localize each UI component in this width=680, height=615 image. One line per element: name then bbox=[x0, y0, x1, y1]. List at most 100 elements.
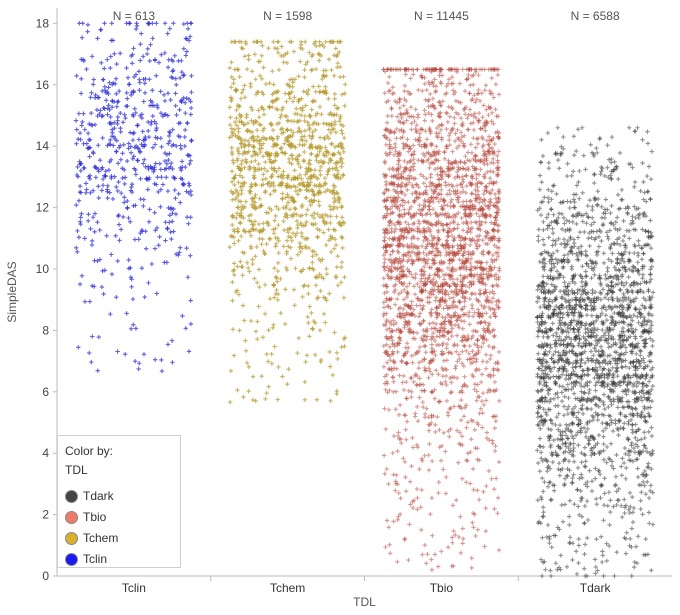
data-point bbox=[337, 220, 343, 225]
data-point bbox=[108, 65, 113, 71]
data-point bbox=[110, 98, 115, 103]
data-point bbox=[566, 395, 571, 401]
data-point bbox=[484, 337, 489, 343]
data-point bbox=[308, 173, 314, 179]
data-point bbox=[304, 212, 309, 217]
data-point bbox=[338, 280, 344, 285]
data-point bbox=[384, 126, 389, 131]
data-point bbox=[333, 46, 338, 51]
data-point bbox=[188, 192, 194, 198]
data-point bbox=[335, 143, 341, 149]
data-point bbox=[252, 206, 258, 211]
data-point bbox=[415, 445, 420, 450]
data-point bbox=[334, 190, 339, 195]
data-point bbox=[479, 372, 485, 377]
data-point bbox=[332, 103, 337, 108]
data-point bbox=[471, 328, 476, 334]
data-point bbox=[111, 143, 116, 148]
data-point bbox=[94, 107, 100, 112]
data-point bbox=[439, 287, 445, 292]
data-point bbox=[105, 112, 110, 117]
data-point bbox=[424, 252, 429, 258]
data-point bbox=[310, 260, 315, 265]
data-point bbox=[289, 141, 294, 146]
data-point bbox=[123, 115, 128, 121]
data-point bbox=[150, 36, 155, 41]
data-point bbox=[183, 36, 189, 41]
data-point bbox=[300, 294, 305, 300]
data-point bbox=[146, 21, 151, 27]
data-point bbox=[257, 114, 262, 120]
data-point bbox=[158, 111, 164, 116]
data-point bbox=[469, 98, 474, 103]
data-point bbox=[159, 174, 164, 180]
data-point bbox=[383, 172, 388, 178]
data-point bbox=[170, 219, 175, 224]
data-point bbox=[289, 153, 295, 158]
data-point bbox=[457, 81, 463, 86]
data-point bbox=[300, 180, 306, 185]
data-point bbox=[342, 344, 347, 349]
data-point bbox=[279, 112, 284, 118]
data-point bbox=[562, 280, 567, 285]
data-point bbox=[442, 149, 447, 155]
data-point bbox=[117, 238, 122, 243]
data-point bbox=[181, 46, 187, 51]
data-point bbox=[543, 567, 548, 572]
data-point bbox=[453, 292, 459, 297]
data-point bbox=[106, 85, 111, 90]
data-point bbox=[122, 112, 127, 117]
data-point bbox=[278, 115, 283, 120]
data-point bbox=[257, 138, 262, 144]
data-point bbox=[275, 134, 280, 139]
data-point bbox=[638, 506, 643, 512]
data-point bbox=[283, 287, 288, 292]
data-point bbox=[331, 227, 336, 232]
data-point bbox=[310, 254, 315, 259]
data-point bbox=[610, 428, 616, 434]
data-point bbox=[423, 188, 429, 193]
data-point bbox=[307, 304, 312, 309]
data-point bbox=[167, 213, 173, 218]
data-point bbox=[616, 176, 621, 182]
data-point bbox=[262, 311, 268, 317]
data-point bbox=[288, 256, 294, 261]
data-point bbox=[426, 375, 431, 380]
data-point bbox=[99, 88, 105, 94]
data-point bbox=[101, 77, 106, 82]
data-point bbox=[409, 375, 414, 381]
data-point bbox=[442, 156, 448, 162]
data-point bbox=[184, 120, 190, 126]
data-point bbox=[458, 550, 464, 556]
data-point bbox=[229, 145, 234, 150]
data-point bbox=[381, 252, 387, 258]
data-point bbox=[455, 277, 460, 282]
data-point bbox=[266, 46, 271, 51]
data-point bbox=[258, 39, 264, 44]
data-point bbox=[285, 227, 290, 232]
data-point bbox=[401, 273, 407, 279]
data-point bbox=[228, 233, 233, 239]
data-point bbox=[287, 84, 292, 89]
data-point bbox=[181, 73, 186, 78]
data-point bbox=[276, 67, 282, 73]
data-point bbox=[281, 218, 286, 224]
data-point bbox=[409, 299, 414, 304]
data-point bbox=[90, 215, 96, 220]
data-point bbox=[240, 183, 246, 189]
data-point bbox=[465, 127, 471, 132]
data-point bbox=[308, 202, 313, 208]
data-point bbox=[397, 279, 402, 284]
data-point bbox=[315, 234, 321, 239]
data-point bbox=[294, 106, 299, 111]
data-point bbox=[254, 119, 259, 125]
data-point bbox=[78, 161, 83, 167]
data-point bbox=[458, 130, 464, 135]
data-point bbox=[458, 190, 463, 196]
data-point bbox=[328, 364, 333, 369]
data-point bbox=[240, 151, 246, 157]
data-point bbox=[432, 190, 437, 195]
data-point bbox=[432, 167, 438, 172]
data-point bbox=[306, 320, 311, 326]
data-point bbox=[313, 39, 318, 44]
